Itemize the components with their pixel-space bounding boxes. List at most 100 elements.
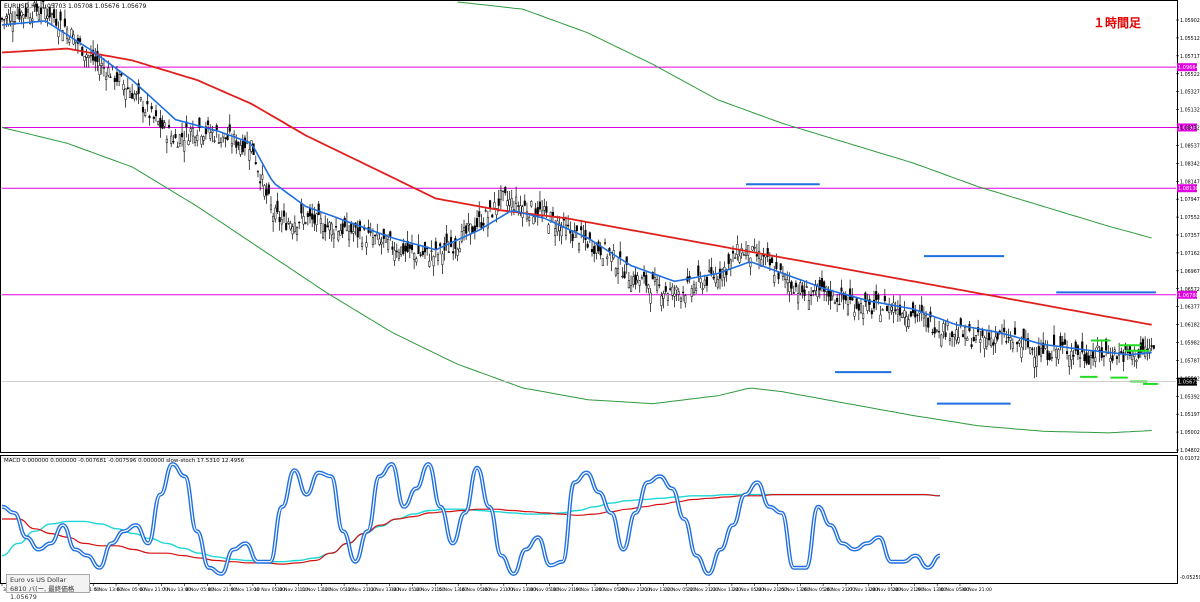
time-tick-label: 30 Nov 21:00 [961, 587, 992, 593]
candle-body [378, 238, 381, 245]
candle-body [61, 30, 64, 42]
candle-body [33, 2, 36, 7]
candle-body [16, 14, 19, 17]
candle-body [996, 331, 999, 340]
candle-body [178, 134, 181, 144]
candle-body [243, 137, 246, 149]
candle-body [510, 198, 513, 208]
candle-body [840, 287, 843, 292]
candle-body [1139, 342, 1142, 353]
candle-body [690, 288, 693, 297]
candle-body [87, 55, 90, 58]
candle-body [625, 256, 628, 265]
candle-body [211, 130, 214, 133]
candle-body [829, 290, 832, 301]
timeframe-label: １時間足 [1093, 15, 1141, 30]
candle-body [454, 238, 457, 249]
candle-body [877, 294, 880, 300]
candle-body [495, 208, 498, 216]
candle-body [653, 277, 656, 282]
candle-body [96, 50, 99, 63]
sub-tick-label: 0.01072 [1180, 456, 1200, 462]
candle-body [50, 13, 53, 16]
candle-body [24, 7, 27, 17]
candle-body [1042, 342, 1045, 354]
candle-body [380, 241, 383, 245]
candle-body [586, 243, 589, 248]
candle-body [792, 292, 795, 294]
candle-body [408, 244, 411, 249]
candle-body [545, 206, 548, 213]
candle-body [914, 310, 917, 318]
candle-body [428, 260, 431, 267]
candle-body [395, 250, 398, 253]
candle-body [0, 17, 4, 20]
candle-body [493, 202, 496, 209]
candle-body [857, 303, 860, 311]
candle-body [974, 334, 978, 341]
candle-body [597, 241, 600, 252]
candle-body [217, 141, 220, 144]
candle-body [753, 247, 756, 249]
candle-body [853, 311, 856, 317]
candle-body [797, 293, 800, 304]
candle-body [564, 224, 568, 236]
candle-body [755, 254, 758, 257]
candle-body [1070, 350, 1073, 361]
candle-body [480, 222, 483, 228]
drawn-level-marks [746, 183, 1159, 405]
candle-body [619, 251, 622, 258]
candle-body [220, 137, 223, 143]
candle-body [517, 205, 520, 207]
candle-body [482, 223, 485, 226]
candle-body [972, 337, 975, 342]
candle-body [879, 314, 882, 323]
candle-body [335, 226, 338, 228]
candle-body [1072, 355, 1075, 357]
candle-body [647, 284, 650, 289]
candle-body [13, 21, 17, 24]
candle-body [701, 288, 704, 290]
candle-body [187, 140, 190, 146]
candle-body [673, 293, 676, 297]
candle-body [616, 268, 620, 274]
candle-body [816, 286, 819, 298]
envelope-lower [1, 127, 1152, 434]
price-axis: 1.05902 1.05512 1.05717 1.05522 1.05327 1.051… [1176, 18, 1200, 454]
sr-level-label: 1.09664 [1178, 65, 1199, 71]
candle-body [113, 77, 116, 82]
candle-body [842, 292, 845, 300]
candle-body [773, 275, 776, 283]
candle-body [135, 93, 138, 95]
time-tick-label: 6 Nov 05:00 [117, 587, 145, 593]
candle-body [851, 297, 854, 301]
candle-body [207, 120, 210, 125]
candle-body [729, 259, 732, 269]
candle-body [83, 56, 86, 61]
candle-body [810, 294, 813, 297]
candle-body [29, 17, 32, 24]
candle-body [1087, 355, 1090, 365]
candle-body [191, 127, 194, 137]
candle-body [256, 170, 260, 173]
candle-body [883, 296, 886, 302]
candle-body [556, 220, 559, 233]
candle-body [319, 218, 322, 224]
candle-body [757, 250, 761, 259]
candle-body [803, 289, 806, 296]
candle-body [790, 281, 793, 289]
candle-body [1122, 352, 1125, 362]
candle-body [79, 38, 82, 42]
candle-body [649, 292, 652, 304]
candle-body [827, 290, 830, 297]
candle-body [812, 290, 815, 293]
candle-body [139, 97, 142, 100]
candle-body [985, 337, 988, 347]
candle-body [209, 132, 212, 139]
candle-body [723, 266, 726, 278]
candle-body [489, 200, 492, 208]
candle-body [634, 274, 637, 285]
candle-body [94, 56, 97, 62]
candle-body [70, 29, 73, 38]
